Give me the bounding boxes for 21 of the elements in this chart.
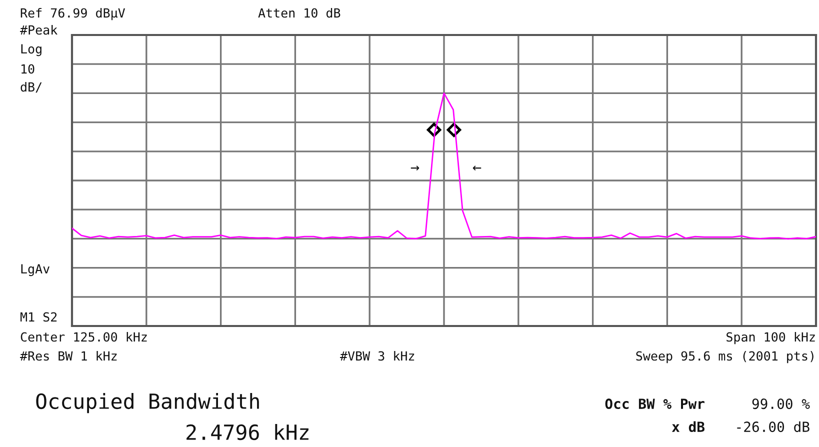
annotation: ← <box>472 166 482 171</box>
text: #Res BW 1 kHz <box>20 350 117 361</box>
text: Log <box>21 44 42 56</box>
text: Ref 76.99 dBµV <box>20 8 126 20</box>
text: -26.00 dB <box>737 421 810 432</box>
text: 99.00 % <box>752 398 810 410</box>
text: Atten 10 dB <box>258 8 340 18</box>
text: Span 100 kHz <box>726 332 815 344</box>
text: Center 125.00 kHz <box>20 332 147 342</box>
text: 2.4796 kHz <box>186 424 308 440</box>
text: Occupied Bandwidth <box>36 392 259 414</box>
text: dB/ <box>20 82 42 93</box>
text: LgAv <box>21 264 50 276</box>
annotation: → <box>410 166 420 171</box>
text: 10 <box>22 64 34 74</box>
text: M1 S2 <box>20 312 57 322</box>
text: Occ BW % Pwr <box>605 398 704 410</box>
text: #Peak <box>20 24 58 35</box>
text: x dB <box>672 421 704 432</box>
text: Sweep 95.6 ms (2001 pts) <box>636 351 814 364</box>
text: #VBW 3 kHz <box>340 350 414 361</box>
